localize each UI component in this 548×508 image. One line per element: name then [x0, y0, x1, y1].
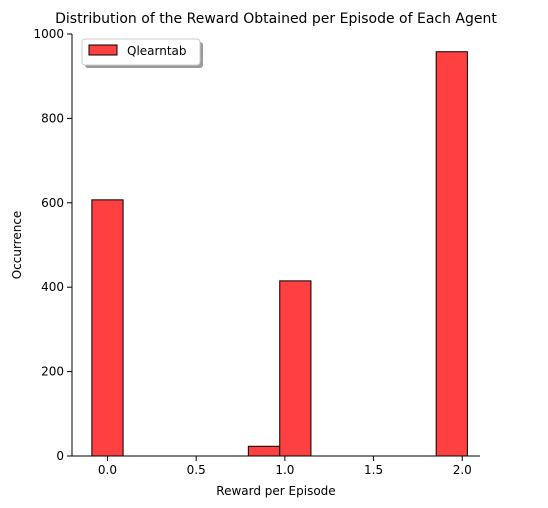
bar-0-3	[435, 51, 468, 457]
x-tick-label: 0.5	[187, 463, 206, 477]
bar-0-1	[247, 445, 281, 457]
x-axis-label: Reward per Episode	[216, 484, 335, 498]
x-tick-label: 0.0	[98, 463, 117, 477]
legend-swatch	[88, 44, 118, 56]
legend-label: Qlearntab	[127, 44, 187, 58]
bar-0-2	[279, 280, 312, 457]
x-ticks-group: 0.0 0.5 1.0 1.5 2.0	[98, 456, 472, 477]
y-tick-label: 1000	[33, 27, 64, 41]
bars-group	[91, 51, 468, 457]
y-ticks-group: 0 200 400 600 800 1000	[33, 27, 72, 463]
y-axis-label: Occurrence	[10, 211, 24, 280]
x-tick-label: 1.5	[364, 463, 383, 477]
y-tick-label: 400	[41, 280, 64, 294]
x-tick-label: 2.0	[453, 463, 472, 477]
y-tick-label: 200	[41, 365, 64, 379]
y-tick-label: 800	[41, 111, 64, 125]
bar-0-0	[91, 199, 124, 457]
y-tick-label: 600	[41, 196, 64, 210]
legend: Qlearntab	[81, 38, 203, 68]
x-tick-label: 1.0	[275, 463, 294, 477]
chart-title: Distribution of the Reward Obtained per …	[55, 11, 497, 27]
y-tick-label: 0	[56, 449, 64, 463]
